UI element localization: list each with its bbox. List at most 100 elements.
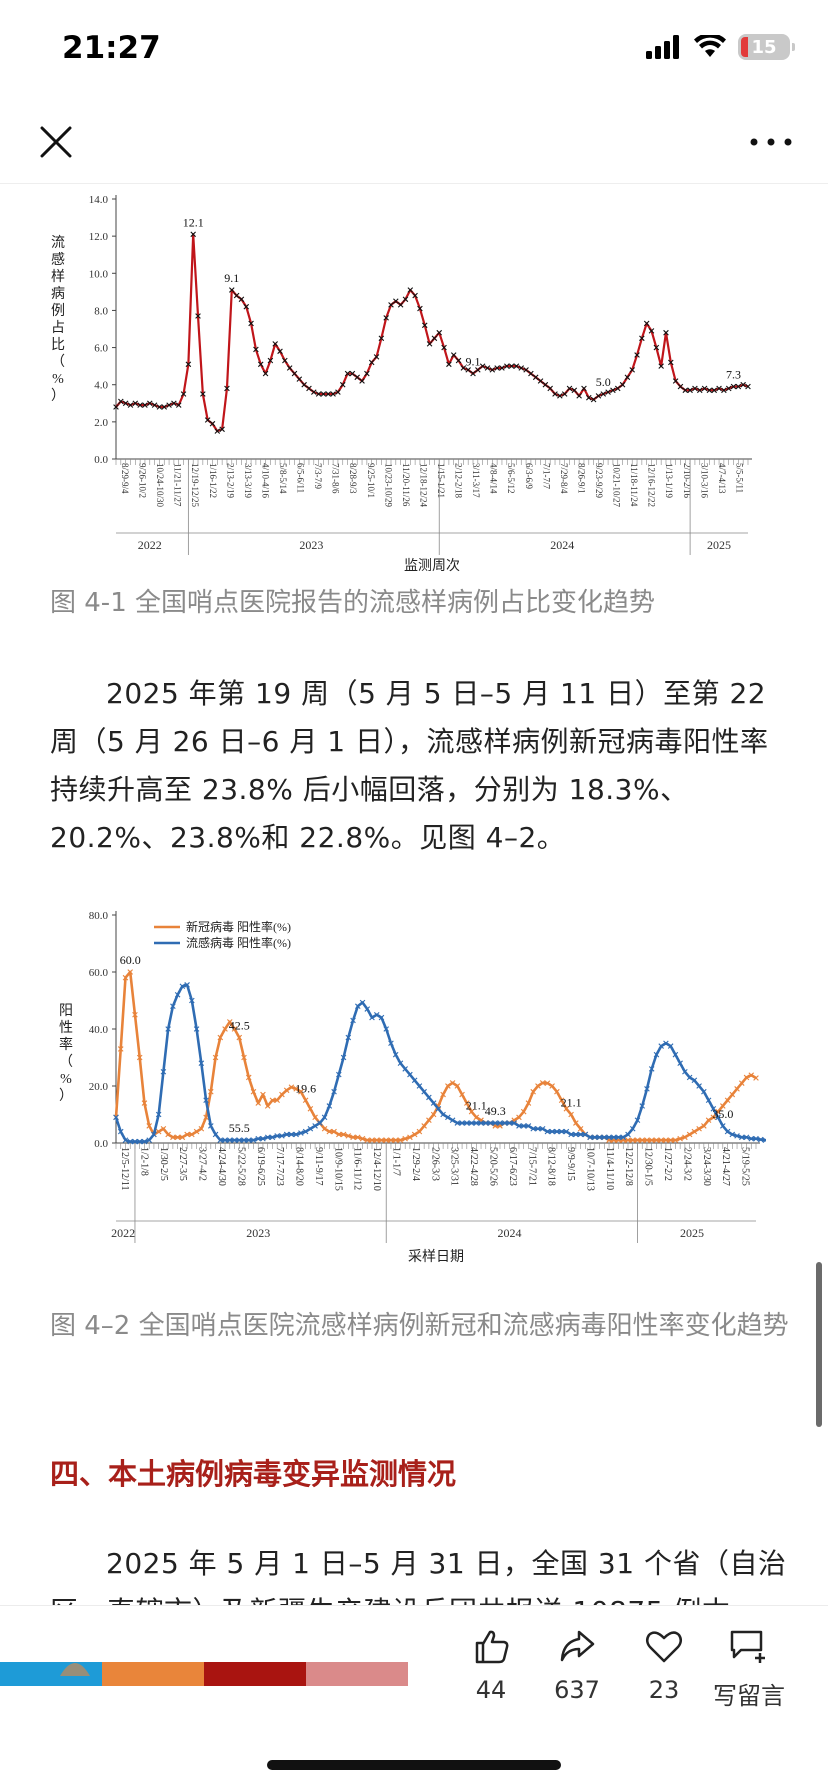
data-point <box>339 381 346 388</box>
section-heading: 四、本土病例病毒变异监测情况 <box>50 1457 457 1491</box>
data-point <box>325 391 332 397</box>
data-point <box>307 1106 314 1112</box>
data-point <box>321 1114 328 1121</box>
x-tick-label: 5/8-5/14 <box>278 463 288 494</box>
data-point <box>535 1125 541 1132</box>
x-tick-label: 5/19-5/25 <box>740 1147 751 1186</box>
data-point <box>231 1137 238 1143</box>
data-point <box>241 1054 247 1061</box>
paragraph-2: 2025 年 5 月 1 日–5 月 31 日，全国 31 个省（自治区、直辖市… <box>50 1547 787 1605</box>
data-point <box>648 1066 655 1072</box>
data-point <box>473 1120 480 1126</box>
close-icon <box>40 126 72 158</box>
y-tick-label: 60.0 <box>89 967 109 979</box>
data-point <box>482 1120 489 1126</box>
data-point <box>668 359 674 366</box>
data-point <box>179 983 186 990</box>
data-point <box>528 370 534 377</box>
data-point <box>725 385 732 392</box>
share-button[interactable]: 637 <box>532 1626 622 1704</box>
data-point <box>667 1043 674 1049</box>
data-point <box>301 381 307 388</box>
x-tick-label: 3/11-3/17 <box>471 463 481 498</box>
data-point <box>248 320 254 327</box>
data-point <box>634 1117 641 1123</box>
x-tick-label: 12/19-12/25 <box>190 463 200 507</box>
share-icon <box>560 1630 595 1662</box>
favorite-count: 23 <box>648 1676 680 1704</box>
data-label: 35.0 <box>712 1107 733 1121</box>
more-button[interactable] <box>744 120 798 164</box>
favorite-button[interactable]: 23 <box>619 1626 709 1704</box>
data-point <box>127 1138 134 1145</box>
data-point <box>724 1097 731 1104</box>
data-point <box>416 1128 423 1135</box>
data-point <box>663 329 669 336</box>
data-point <box>701 385 708 392</box>
write-comment-button[interactable]: 写留言 <box>704 1626 794 1711</box>
data-point <box>625 1131 631 1138</box>
x-tick-label: 10/24-10/30 <box>155 463 165 507</box>
data-point <box>449 1117 456 1123</box>
data-point <box>516 1123 522 1129</box>
data-point <box>302 1128 309 1135</box>
data-point <box>454 1120 461 1126</box>
data-point <box>214 428 221 434</box>
x-axis-title: 监测周次 <box>404 558 460 574</box>
data-label: 7.3 <box>726 368 741 382</box>
scroll-indicator[interactable] <box>816 1262 822 1427</box>
data-label: 21.1 <box>466 1098 487 1112</box>
data-label: 55.5 <box>229 1121 250 1135</box>
data-point <box>606 1134 612 1141</box>
data-point <box>243 303 250 310</box>
data-label: 9.1 <box>224 271 239 285</box>
data-point <box>155 1128 162 1135</box>
x-tick-label: 4/8-4/14 <box>489 463 499 494</box>
year-label: 2024 <box>497 1226 521 1240</box>
data-point <box>720 1103 726 1109</box>
close-button[interactable] <box>34 120 78 164</box>
chart-ili-proportion: 0.0 2.0 4.0 6.0 8.0 10.0 12.0 14.0 8/29-9/4 9/26-… <box>36 185 799 575</box>
nav-bar <box>0 100 828 184</box>
data-point <box>245 1137 252 1143</box>
data-point <box>530 1088 536 1095</box>
x-tick-label: 11/6-11/12 <box>352 1147 363 1190</box>
data-point <box>625 1137 631 1143</box>
data-point <box>532 374 539 381</box>
data-point <box>189 1131 195 1138</box>
data-point <box>653 1051 660 1058</box>
chart-ili-proportion-svg: 0.0 2.0 4.0 6.0 8.0 10.0 12.0 14.0 8/29-9/4 9/26-… <box>51 185 799 574</box>
data-point <box>459 1091 465 1098</box>
data-point <box>203 1097 209 1104</box>
data-point <box>302 1097 309 1104</box>
data-point <box>260 1135 266 1142</box>
data-point <box>547 385 553 392</box>
data-point <box>571 387 578 394</box>
like-button[interactable]: 44 <box>446 1626 536 1704</box>
data-point <box>658 363 664 369</box>
x-tick-label: 7/31-8/6 <box>331 463 341 494</box>
x-tick-label: 2/13-2/19 <box>225 463 235 498</box>
data-point <box>629 367 636 373</box>
data-point <box>587 1134 593 1141</box>
data-point <box>748 1072 755 1078</box>
data-point <box>672 378 679 384</box>
data-point <box>312 1114 318 1121</box>
data-point <box>222 1137 228 1143</box>
data-point <box>431 335 438 342</box>
data-point <box>711 387 718 394</box>
data-point <box>200 391 206 397</box>
data-point <box>686 1074 693 1081</box>
x-tick-label: 8/12-8/18 <box>546 1147 557 1186</box>
data-point <box>426 1117 432 1123</box>
legend-label: 流感病毒 阳性率(%) <box>186 935 291 950</box>
data-point <box>373 1011 380 1018</box>
data-point <box>383 315 389 321</box>
data-point <box>735 383 742 390</box>
data-point <box>445 1083 451 1089</box>
account-logo[interactable] <box>52 1646 98 1692</box>
data-point <box>331 1088 337 1095</box>
year-label: 2025 <box>680 1226 704 1240</box>
data-point <box>643 320 650 327</box>
data-point <box>241 1137 247 1143</box>
